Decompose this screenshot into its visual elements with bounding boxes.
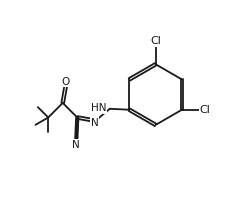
Text: O: O (62, 77, 70, 87)
Text: N: N (72, 140, 80, 150)
Text: Cl: Cl (199, 105, 210, 115)
Text: Cl: Cl (150, 36, 161, 46)
Text: HN: HN (91, 103, 107, 113)
Text: N: N (91, 118, 99, 128)
